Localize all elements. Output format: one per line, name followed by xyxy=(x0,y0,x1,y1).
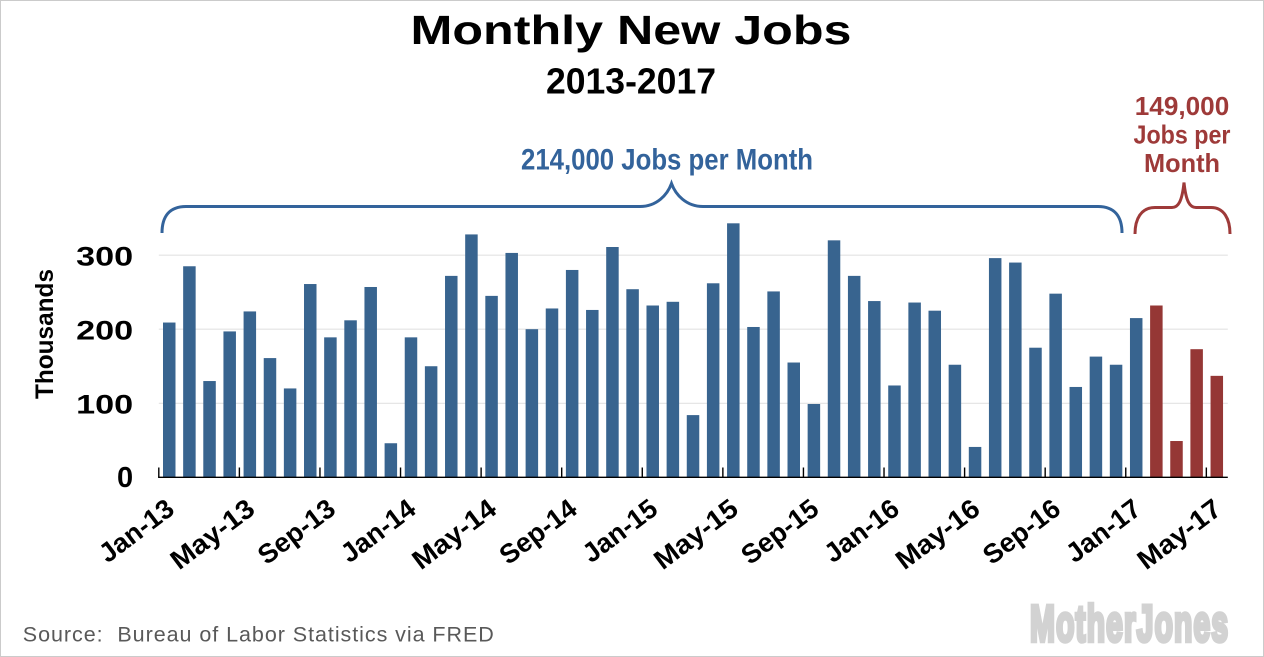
svg-text:Thousands: Thousands xyxy=(31,269,59,399)
svg-text:0: 0 xyxy=(117,462,133,494)
svg-text:149,000: 149,000 xyxy=(1135,91,1230,121)
svg-text:214,000 Jobs per Month: 214,000 Jobs per Month xyxy=(521,144,813,177)
svg-text:Source: Bureau of Labor Stati: Source: Bureau of Labor Statistics via F… xyxy=(23,623,494,647)
svg-text:Jobs per: Jobs per xyxy=(1134,119,1231,149)
svg-text:300: 300 xyxy=(76,241,133,271)
svg-text:MotherJones: MotherJones xyxy=(1030,594,1229,651)
svg-text:100: 100 xyxy=(76,389,133,419)
svg-text:Monthly New Jobs: Monthly New Jobs xyxy=(411,7,852,53)
svg-text:200: 200 xyxy=(76,315,133,345)
svg-text:Month: Month xyxy=(1144,148,1220,178)
svg-text:2013-2017: 2013-2017 xyxy=(546,60,716,101)
